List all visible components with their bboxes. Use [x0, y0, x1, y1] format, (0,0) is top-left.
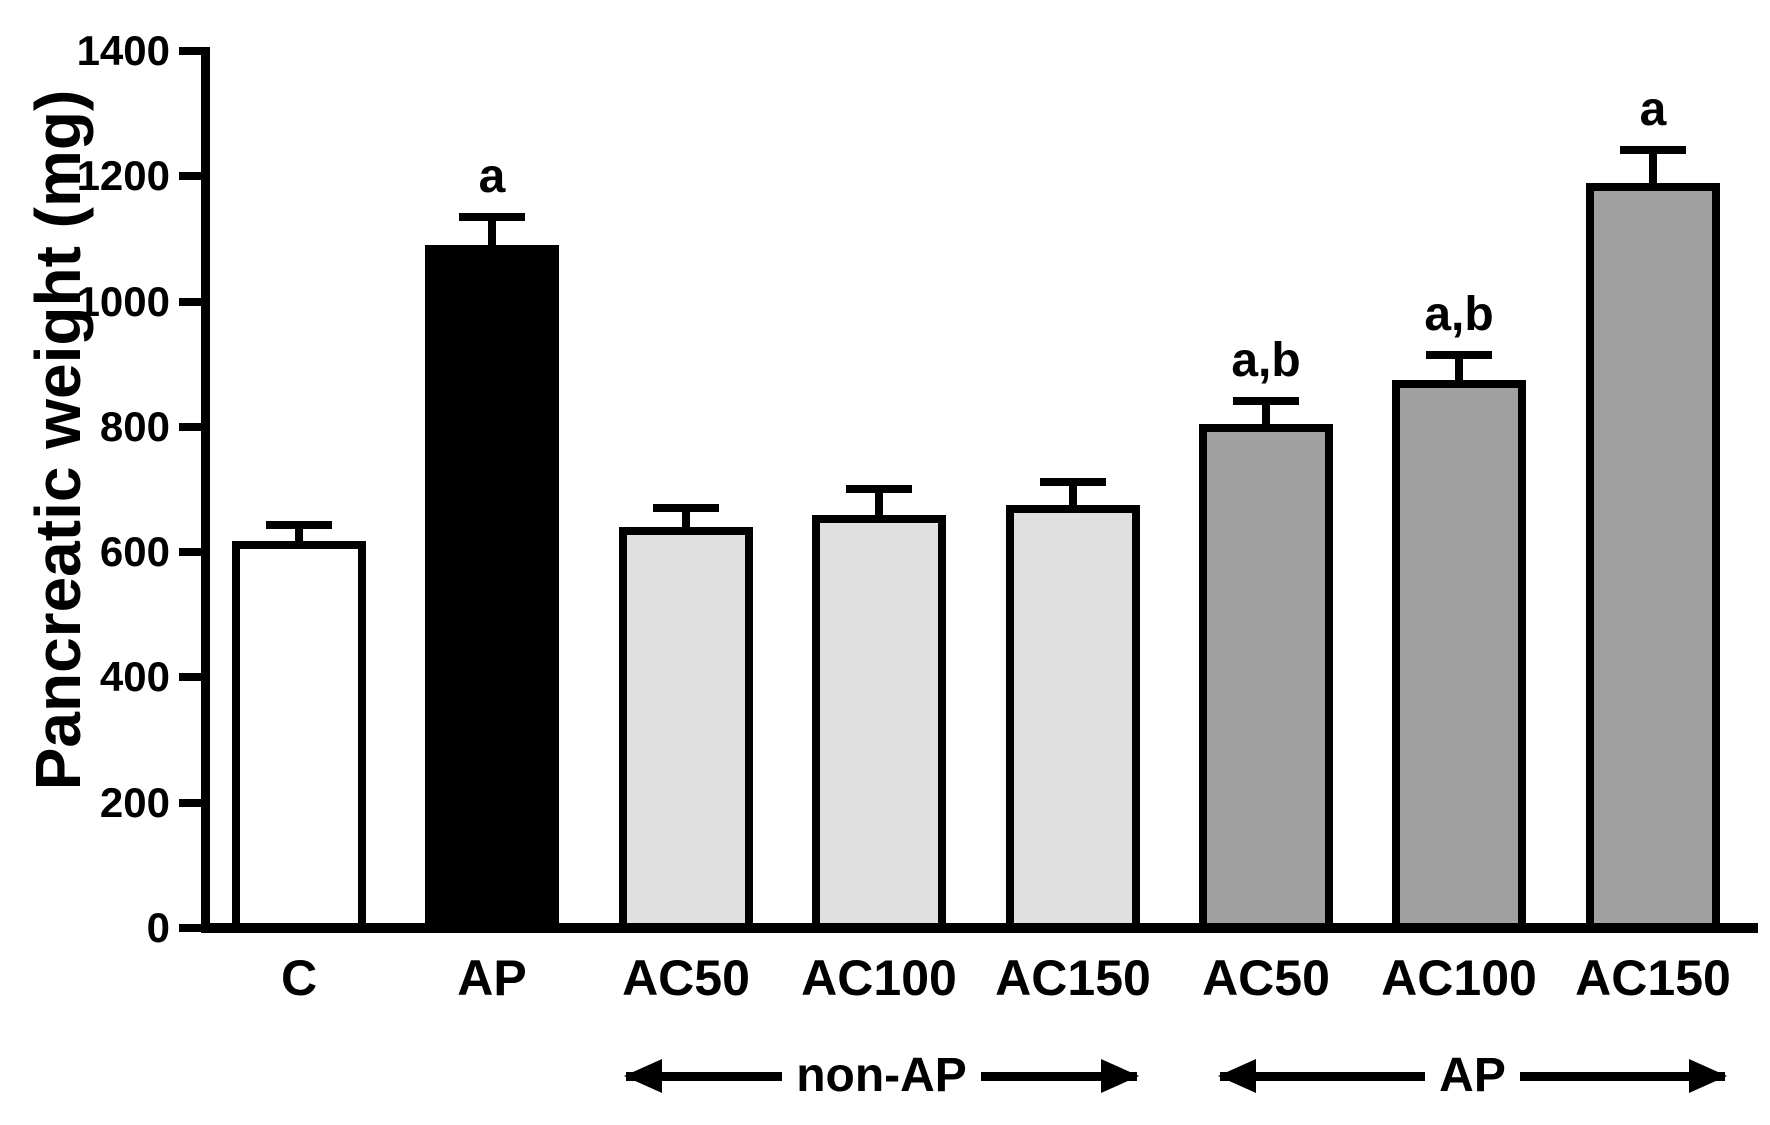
x-axis-category-label: AC100 — [1381, 950, 1537, 1006]
bar — [425, 245, 559, 933]
y-tick-label: 1200 — [76, 152, 170, 199]
group-label-ap: AP — [1439, 1049, 1506, 1102]
y-axis-line — [201, 47, 210, 933]
y-tick-label: 600 — [99, 528, 170, 575]
right-arrow-icon — [1519, 1071, 1725, 1081]
significance-annotation: a — [478, 150, 506, 203]
x-axis-category-label: AP — [457, 950, 527, 1006]
bar — [1586, 183, 1720, 933]
bar — [619, 527, 753, 933]
y-tick-label: 200 — [99, 779, 170, 826]
group-label-non-ap: non-AP — [796, 1049, 967, 1102]
x-axis-category-label: AC50 — [1202, 950, 1330, 1006]
y-tick — [179, 673, 201, 681]
right-arrow-icon — [980, 1071, 1137, 1081]
y-tick — [179, 548, 201, 556]
left-arrow-icon — [626, 1071, 783, 1081]
group-span-non-ap: non-AP — [626, 1049, 1137, 1102]
error-bar-stem — [682, 508, 690, 533]
y-tick-label: 800 — [99, 403, 170, 450]
x-axis-line — [201, 923, 1758, 933]
bar — [1006, 505, 1140, 933]
error-bar-stem — [1455, 355, 1463, 386]
error-bar-stem — [1262, 401, 1270, 430]
error-bar-stem — [488, 217, 496, 251]
x-axis-category-label: C — [280, 950, 318, 1006]
bar — [1392, 380, 1526, 933]
x-axis-category-label: AC100 — [801, 950, 957, 1006]
group-span-ap: AP — [1220, 1049, 1725, 1102]
y-tick — [179, 298, 201, 306]
y-tick-label: 0 — [146, 904, 170, 951]
y-tick-label: 1400 — [76, 27, 170, 74]
significance-annotation: a,b — [1424, 288, 1494, 341]
y-tick — [179, 47, 201, 55]
y-tick — [179, 172, 201, 180]
significance-annotation: a — [1639, 83, 1667, 136]
error-bar-stem — [1069, 482, 1077, 511]
bar — [812, 515, 946, 933]
y-tick-label: 400 — [99, 653, 170, 700]
significance-annotation: a,b — [1231, 334, 1301, 387]
x-axis-category-label: AC50 — [622, 950, 750, 1006]
y-tick — [179, 799, 201, 807]
left-arrow-icon — [1220, 1071, 1426, 1081]
y-tick — [179, 423, 201, 431]
y-tick — [179, 924, 201, 932]
error-bar-stem — [1649, 150, 1657, 189]
error-bar-stem — [875, 489, 883, 521]
y-tick-label: 1000 — [76, 278, 170, 325]
x-axis-category-label: AC150 — [995, 950, 1151, 1006]
bar — [1199, 424, 1333, 933]
x-axis-category-label: AC150 — [1575, 950, 1731, 1006]
error-bar-stem — [295, 525, 303, 547]
bar — [232, 541, 366, 933]
